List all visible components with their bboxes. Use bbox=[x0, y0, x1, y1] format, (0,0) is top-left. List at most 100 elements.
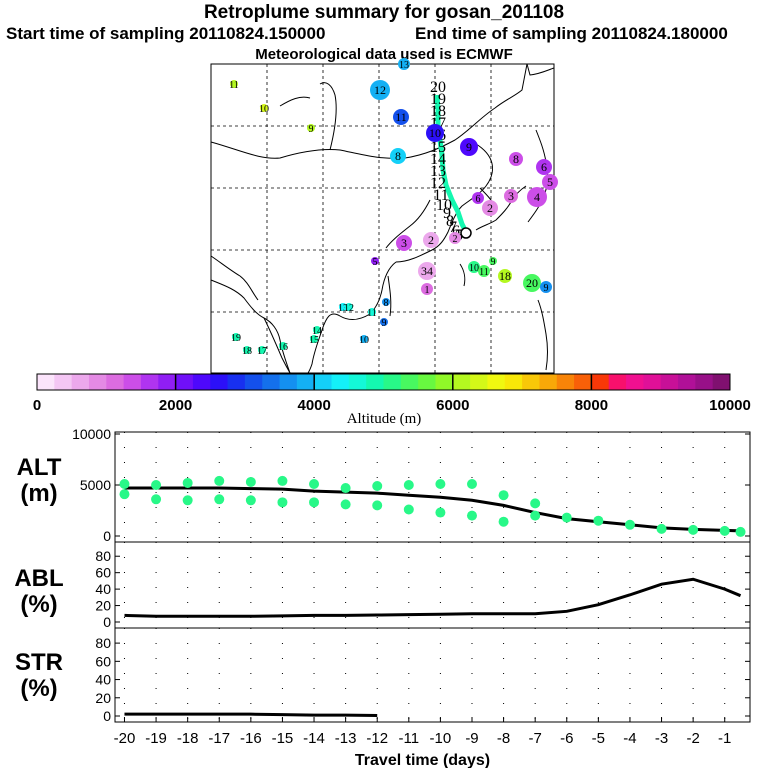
y-tick-label: 60 bbox=[95, 653, 111, 669]
map-marker-label: 14 bbox=[312, 326, 322, 337]
sample-point bbox=[435, 478, 446, 489]
map-marker-dot bbox=[258, 346, 266, 354]
map-marker-label: 13 bbox=[338, 303, 348, 314]
map-marker-label: 10 bbox=[469, 263, 479, 274]
x-tick-label: -14 bbox=[303, 730, 325, 747]
panel-alt: 0 5000 10000 bbox=[72, 426, 751, 544]
sample-point bbox=[245, 495, 256, 506]
x-tick-label: -19 bbox=[145, 730, 167, 747]
map-marker-dot bbox=[368, 308, 376, 316]
map-marker-label: 9 bbox=[309, 124, 314, 135]
map-marker-label: 6 bbox=[476, 194, 481, 205]
sample-point bbox=[530, 498, 541, 509]
map-marker-dot bbox=[509, 152, 523, 166]
map-marker-dot bbox=[449, 232, 461, 244]
map-marker: 1 bbox=[421, 283, 433, 296]
map-marker: 8 bbox=[390, 148, 406, 164]
map-marker-dot bbox=[527, 187, 547, 207]
x-tick-label: -11 bbox=[399, 730, 420, 747]
map-marker-dot bbox=[370, 80, 390, 100]
map-marker: 2 bbox=[482, 200, 498, 216]
map-marker: 10 bbox=[426, 124, 444, 142]
colorbar-swatch bbox=[71, 374, 90, 390]
colorbar-swatch bbox=[140, 374, 159, 390]
map-marker-label: 9 bbox=[382, 318, 387, 329]
sample-point bbox=[277, 475, 288, 486]
map-marker-dot bbox=[230, 80, 238, 88]
map-marker-dot bbox=[390, 148, 406, 164]
map-marker-label: 9 bbox=[544, 283, 549, 294]
map-marker-dot bbox=[260, 104, 268, 112]
map-marker-dot bbox=[504, 189, 518, 203]
colorbar-swatch bbox=[54, 374, 73, 390]
sample-point bbox=[403, 480, 414, 490]
x-tick-label: -6 bbox=[560, 730, 573, 747]
sample-point bbox=[214, 475, 225, 486]
sample-point bbox=[340, 499, 351, 510]
y-tick-label: 20 bbox=[95, 598, 111, 614]
map-marker: 34 bbox=[418, 262, 436, 280]
chart-title: Retroplume summary for gosan_201108 bbox=[203, 2, 565, 23]
altitude-colorbar bbox=[36, 373, 731, 391]
sample-point bbox=[182, 495, 193, 506]
colorbar-swatch bbox=[296, 374, 315, 390]
map-marker-dot bbox=[307, 124, 315, 132]
map-marker-dot bbox=[460, 138, 478, 156]
map-marker: 12 bbox=[370, 80, 390, 100]
colorbar-swatch bbox=[695, 374, 714, 390]
map-marker: 13 bbox=[338, 303, 348, 314]
map-marker: 9 bbox=[489, 257, 497, 268]
map-marker: 15 bbox=[309, 335, 319, 346]
colorbar-swatch bbox=[244, 374, 263, 390]
x-tick-label: -3 bbox=[655, 730, 668, 747]
colorbar-swatch bbox=[452, 374, 471, 390]
alt-ylabel-top: ALT bbox=[16, 454, 62, 481]
map-marker: 2 bbox=[423, 232, 439, 248]
map-marker-label: 11 bbox=[479, 267, 489, 278]
map-marker-label: 1 bbox=[425, 285, 430, 296]
map-marker-label: 12 bbox=[344, 303, 354, 314]
abl-ylabel-bottom: (%) bbox=[20, 591, 58, 618]
colorbar-swatch bbox=[574, 374, 592, 390]
colorbar-swatch bbox=[556, 374, 575, 390]
y-tick-label: 40 bbox=[95, 581, 111, 597]
sample-point bbox=[403, 504, 414, 515]
map-marker-label: 19 bbox=[231, 333, 241, 344]
sample-point bbox=[688, 524, 699, 535]
map-marker-dot bbox=[380, 318, 388, 326]
series-line bbox=[124, 712, 378, 718]
map-marker-label: 10 bbox=[429, 126, 441, 140]
end-time-label: End time of sampling 20110824.180000 bbox=[415, 24, 728, 43]
map-marker-label: 9 bbox=[466, 140, 472, 154]
y-tick-label: 0 bbox=[103, 528, 111, 544]
map-marker-dot bbox=[536, 159, 552, 175]
sample-point bbox=[309, 497, 320, 508]
trajectory-day-label: 19 bbox=[430, 91, 446, 108]
x-tick-label: -18 bbox=[177, 730, 199, 747]
y-tick-label: 10000 bbox=[72, 426, 111, 442]
str-ylabel: STR (%) bbox=[4, 650, 74, 702]
colorbar-swatch bbox=[504, 374, 523, 390]
trajectory-day-label: 8 bbox=[446, 213, 454, 230]
map-marker: 11 bbox=[229, 80, 239, 91]
map-marker: 10 bbox=[259, 104, 269, 115]
map-marker-label: 5 bbox=[373, 257, 378, 268]
colorbar-swatch bbox=[383, 374, 402, 390]
trajectory-day-label: 13 bbox=[430, 163, 446, 180]
y-tick-label: 5000 bbox=[80, 477, 111, 493]
sample-point bbox=[530, 510, 541, 521]
colorbar-tick-label: 2000 bbox=[159, 397, 192, 414]
map-marker-dot bbox=[345, 303, 353, 311]
map-marker: 9 bbox=[307, 124, 315, 135]
x-tick-label: -9 bbox=[465, 730, 478, 747]
str-ylabel-top: STR bbox=[15, 649, 63, 676]
map-marker-label: 10 bbox=[359, 335, 369, 346]
map-marker-dot bbox=[423, 232, 439, 248]
sample-point bbox=[245, 476, 256, 487]
colorbar-swatch bbox=[37, 374, 55, 390]
colorbar-swatch bbox=[192, 374, 211, 390]
x-tick-label: -4 bbox=[623, 730, 636, 747]
